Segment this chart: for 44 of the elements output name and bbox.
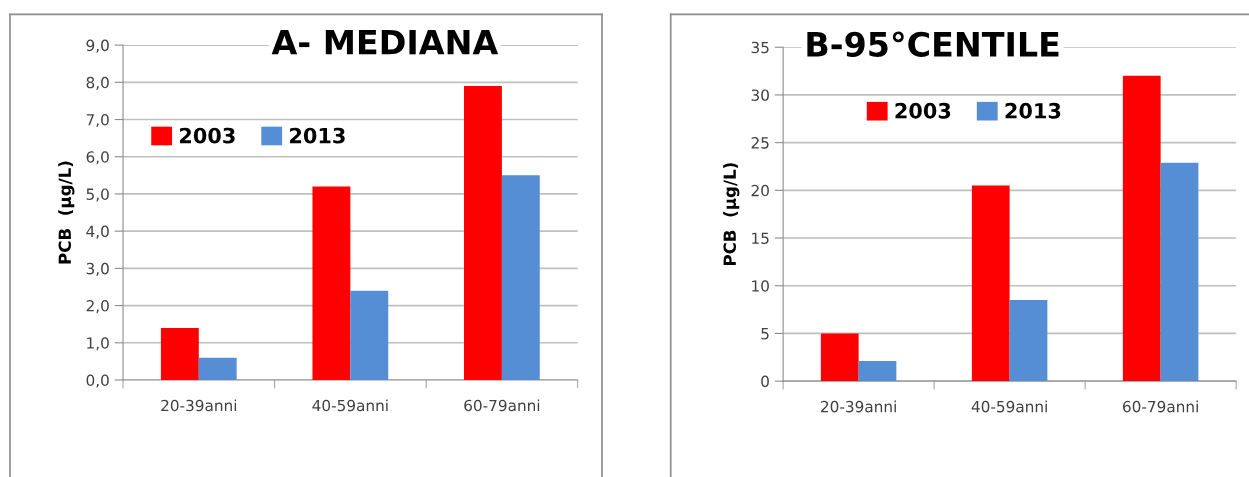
bar [858, 361, 897, 382]
y-axis-title: PCB (µg/L) [723, 163, 740, 266]
y-tick-label: 0,0 [86, 374, 109, 388]
x-tick-label: 20-39anni [821, 400, 896, 413]
y-tick-label: 3,0 [86, 262, 109, 276]
legend-label: 2013 [1005, 102, 1061, 119]
chart-title: A- MEDIANA [271, 30, 499, 55]
y-tick-label: 0 [761, 375, 769, 388]
y-tick-label: 4,0 [86, 225, 109, 239]
x-tick-label: 60-79anni [1123, 400, 1198, 413]
legend-label: 2003 [179, 127, 235, 144]
bar [1122, 75, 1161, 382]
y-tick-label: 1,0 [87, 337, 109, 351]
y-tick-label: 6,0 [86, 151, 109, 165]
x-tick-label: 40-59anni [971, 400, 1047, 413]
bar [1160, 162, 1199, 382]
legend-label: 2013 [290, 127, 345, 144]
x-tick-label: 40-59anni [312, 399, 388, 412]
bar [198, 357, 237, 380]
y-tick-label: 2,0 [86, 300, 109, 314]
x-tick-label: 20-39anni [161, 399, 237, 412]
y-tick-label: 15 [752, 232, 769, 245]
y-tick-label: 35 [751, 41, 769, 54]
y-axis-title: PCB (µg/L) [58, 161, 75, 264]
y-tick-label: 10 [752, 280, 769, 292]
x-tick-label: 60-79anni [464, 399, 540, 412]
y-tick-label: 7,0 [86, 114, 109, 128]
y-tick-label: 20 [751, 184, 769, 197]
bar [1009, 300, 1048, 382]
bar [312, 186, 351, 380]
bar [350, 290, 389, 380]
bar [160, 327, 199, 380]
y-tick-label: 8,0 [86, 76, 109, 90]
y-tick-label: 9,0 [86, 39, 109, 53]
chart-title: B-95°CENTILE [807, 31, 1059, 57]
bar [501, 175, 540, 380]
y-tick-label: 30 [751, 89, 769, 101]
bar [820, 333, 859, 382]
y-tick-label: 5,0 [86, 188, 109, 202]
legend-label: 2003 [895, 102, 951, 119]
bar [971, 185, 1010, 382]
bar [464, 86, 502, 380]
y-tick-label: 25 [751, 137, 769, 149]
y-tick-label: 5 [761, 328, 769, 340]
